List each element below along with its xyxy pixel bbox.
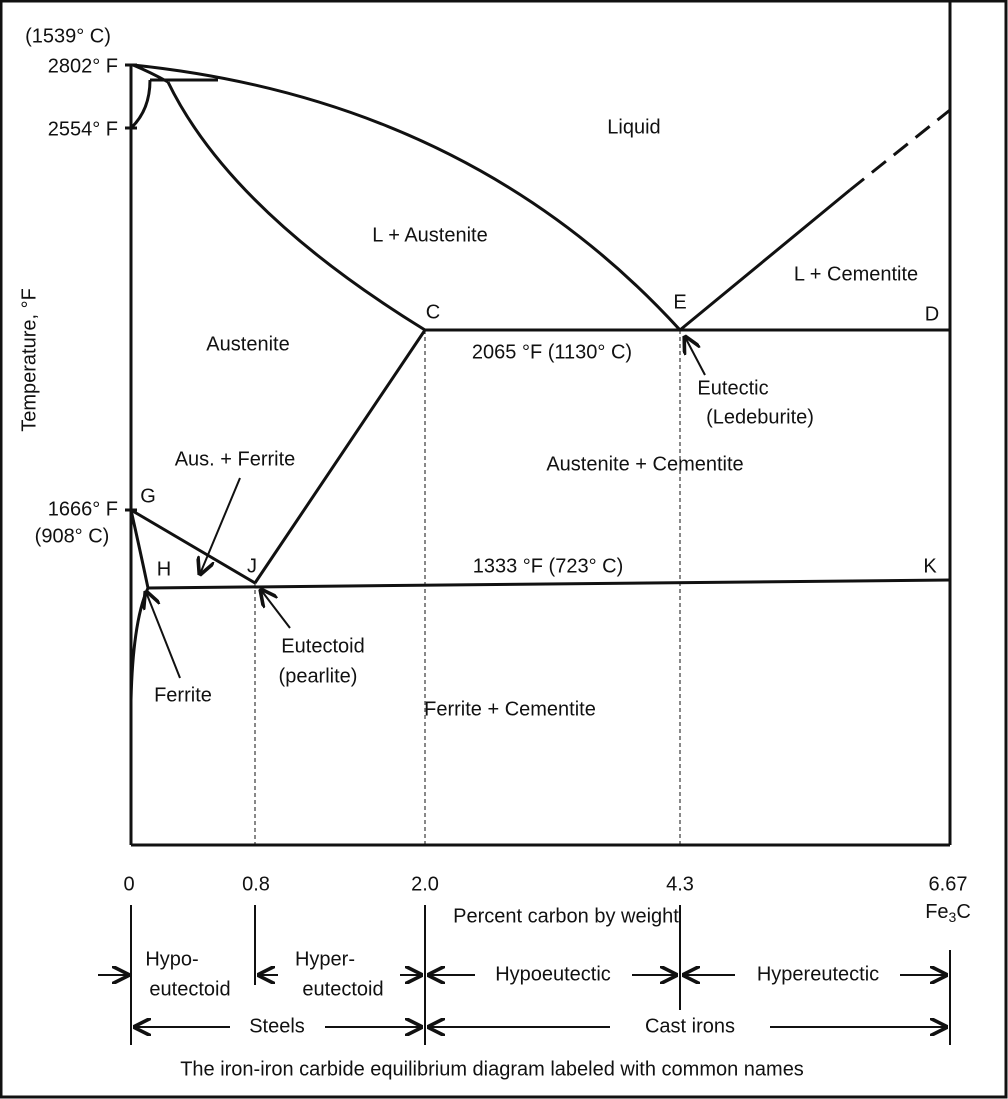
x-tick-label: 0	[123, 873, 134, 895]
region-label: Liquid	[607, 116, 660, 138]
region-label: L + Austenite	[372, 224, 487, 246]
point-label: K	[923, 555, 937, 577]
temp-label: 1666° F	[48, 498, 118, 520]
temp-label: 2554° F	[48, 118, 118, 140]
point-label: J	[247, 555, 257, 577]
line-label: 1333 °F (723° C)	[473, 555, 624, 577]
point-label: G	[140, 485, 156, 507]
point-label: H	[157, 558, 171, 580]
annotation: (pearlite)	[279, 665, 358, 687]
class-label: Steels	[249, 1015, 305, 1037]
region-label: Ferrite	[154, 684, 212, 706]
region-label: Ferrite + Cementite	[424, 698, 596, 720]
point-label: E	[673, 291, 686, 313]
line-label: 2065 °F (1130° C)	[472, 341, 632, 363]
class-label: eutectoid	[302, 978, 383, 1000]
annotation: Eutectoid	[281, 635, 364, 657]
classification-lines	[98, 905, 951, 1045]
class-label: eutectoid	[149, 978, 230, 1000]
caption: The iron-iron carbide equilibrium diagra…	[180, 1058, 804, 1080]
x-axis-title: Percent carbon by weight	[453, 905, 679, 927]
class-label: Hyper-	[295, 948, 355, 970]
class-label: Hypoeutectic	[495, 963, 611, 985]
x-tick-label: 6.67	[929, 873, 968, 895]
x-tick-label: 2.0	[411, 873, 439, 895]
region-label: L + Cementite	[794, 263, 918, 285]
annotation: (Ledeburite)	[706, 406, 814, 428]
class-label: Hypereutectic	[757, 963, 879, 985]
region-label: Austenite + Cementite	[546, 453, 743, 475]
y-axis-title: Temperature, °F	[18, 288, 40, 432]
temp-label: (1539° C)	[25, 25, 111, 47]
temp-label: (908° C)	[35, 525, 110, 547]
class-label: Cast irons	[645, 1015, 735, 1037]
region-label: Austenite	[206, 333, 289, 355]
fe3c-label: Fe3C	[925, 901, 971, 924]
class-label: Hypo-	[145, 948, 198, 970]
point-label: C	[426, 301, 440, 323]
temp-label: 2802° F	[48, 55, 118, 77]
point-label: D	[925, 303, 939, 325]
phase-lines	[125, 0, 952, 847]
x-tick-label: 4.3	[666, 873, 694, 895]
x-tick-label: 0.8	[242, 873, 270, 895]
annotation: Eutectic	[697, 377, 768, 399]
region-label: Aus. + Ferrite	[175, 448, 296, 470]
